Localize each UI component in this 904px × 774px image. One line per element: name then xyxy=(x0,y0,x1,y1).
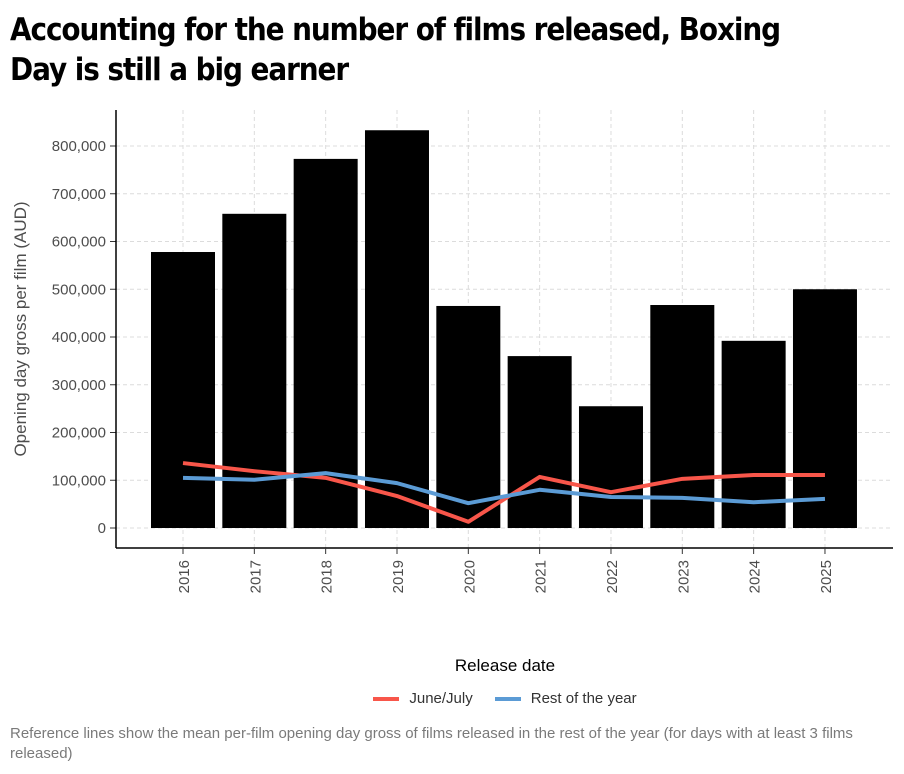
bar-2023 xyxy=(650,305,715,528)
x-tick-label: 2018 xyxy=(319,560,336,593)
legend-label: June/July xyxy=(409,690,473,707)
y-tick-label: 100,000 xyxy=(52,472,106,489)
y-tick-label: 500,000 xyxy=(52,281,106,298)
series-line-rest-of-the-year xyxy=(182,471,826,506)
bar-2022 xyxy=(578,406,643,528)
y-tick-label: 400,000 xyxy=(52,329,106,346)
bar-2019 xyxy=(364,130,429,528)
y-tick-label: 700,000 xyxy=(52,186,106,203)
legend: June/July Rest of the year xyxy=(0,690,904,707)
bar-2021 xyxy=(507,356,572,528)
bar-2017 xyxy=(222,213,287,528)
bar-2020 xyxy=(436,305,501,528)
bar-2016 xyxy=(151,252,215,528)
x-tick-label: 2022 xyxy=(604,560,621,593)
y-axis-label: Opening day gross per film (AUD) xyxy=(11,201,30,456)
x-tick-label: 2019 xyxy=(390,560,407,593)
y-tick-label: 200,000 xyxy=(52,425,106,442)
legend-item: June/July xyxy=(373,690,473,707)
y-tick-label: 800,000 xyxy=(52,138,106,155)
caption: Reference lines show the mean per-film o… xyxy=(10,725,853,762)
y-tick-label: 300,000 xyxy=(52,377,106,394)
legend-swatch xyxy=(373,696,400,701)
bar-2018 xyxy=(293,158,358,528)
y-tick-label: 0 xyxy=(98,520,106,537)
x-tick-label: 2016 xyxy=(176,560,193,593)
x-axis-label: Release date xyxy=(454,656,556,675)
bar-2024 xyxy=(721,340,786,528)
x-tick-label: 2020 xyxy=(461,560,478,593)
legend-label: Rest of the year xyxy=(530,690,637,707)
x-tick-label: 2023 xyxy=(675,560,692,593)
legend-swatch xyxy=(494,696,521,701)
chart-title: Accounting for the number of films relea… xyxy=(10,12,781,88)
y-tick-label: 600,000 xyxy=(52,234,106,251)
x-tick-label: 2025 xyxy=(818,560,835,593)
legend-item: Rest of the year xyxy=(494,690,637,707)
x-tick-label: 2021 xyxy=(533,560,550,593)
x-tick-label: 2024 xyxy=(747,560,764,593)
bar-2025 xyxy=(792,289,857,528)
x-tick-label: 2017 xyxy=(247,560,264,593)
